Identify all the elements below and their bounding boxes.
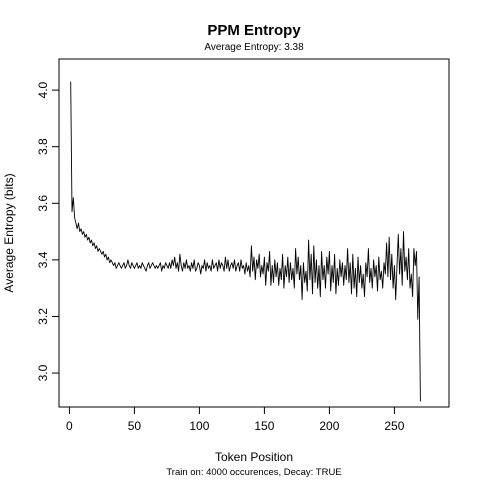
y-tick-label: 3.2 (36, 308, 50, 325)
x-tick-label: 200 (319, 419, 339, 433)
y-axis: 3.0 3.2 3.4 3.6 3.8 4.0 (36, 81, 60, 381)
y-tick-label: 3.8 (36, 138, 50, 155)
y-axis-label: Average Entropy (bits) (2, 173, 16, 292)
plot-frame (58, 58, 450, 408)
chart-footnote: Train on: 4000 occurences, Decay: TRUE (166, 467, 341, 478)
x-tick-label: 50 (128, 419, 142, 433)
y-tick-label: 3.6 (36, 195, 50, 212)
x-tick-label: 150 (254, 419, 274, 433)
series-group (70, 81, 421, 402)
y-tick-label: 3.4 (36, 251, 50, 268)
series-line (70, 81, 421, 402)
chart-title: PPM Entropy (207, 22, 301, 39)
x-axis: 0 50 100 150 200 250 (66, 406, 405, 433)
chart-subtitle: Average Entropy: 3.38 (204, 42, 304, 53)
y-tick-label: 4.0 (36, 81, 50, 98)
x-tick-label: 100 (189, 419, 209, 433)
x-tick-label: 250 (384, 419, 404, 433)
x-axis-label: Token Position (215, 450, 293, 464)
y-tick-label: 3.0 (36, 364, 50, 381)
x-tick-label: 0 (66, 419, 73, 433)
